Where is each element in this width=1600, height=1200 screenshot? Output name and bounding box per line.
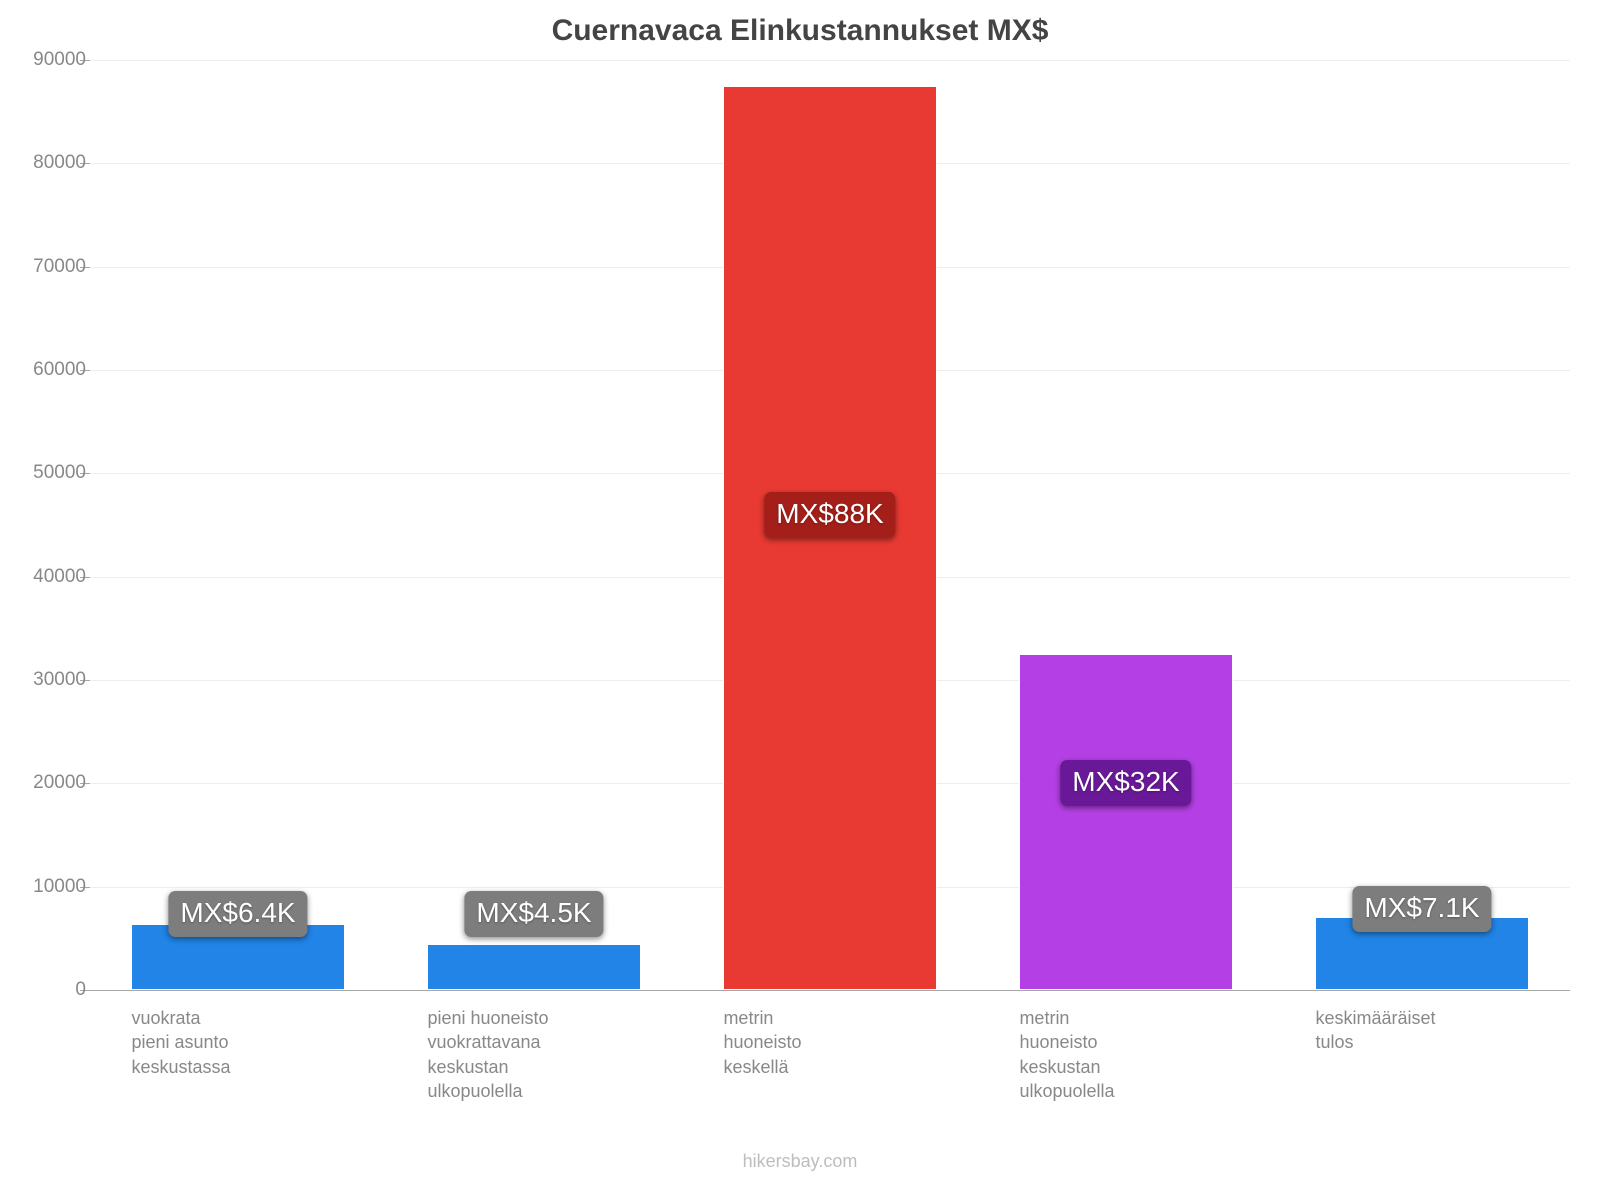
y-tick-label: 70000 <box>33 256 86 278</box>
bar-data-label: MX$4.5K <box>464 891 603 937</box>
y-tick-label: 20000 <box>33 772 86 794</box>
x-category-label: keskimääräisettulos <box>1315 1006 1435 1055</box>
y-tick-label: 0 <box>75 979 86 1001</box>
bar <box>723 86 936 990</box>
attribution-text: hikersbay.com <box>0 1151 1600 1172</box>
grid-line <box>90 60 1570 61</box>
y-tick-label: 90000 <box>33 49 86 71</box>
y-tick-label: 30000 <box>33 669 86 691</box>
y-tick-label: 50000 <box>33 462 86 484</box>
y-tick-label: 80000 <box>33 152 86 174</box>
y-tick-label: 40000 <box>33 566 86 588</box>
bar <box>427 944 640 991</box>
x-category-label: vuokratapieni asuntokeskustassa <box>131 1006 230 1079</box>
bar-data-label: MX$7.1K <box>1352 886 1491 932</box>
chart-container: Cuernavaca Elinkustannukset MX$ 01000020… <box>0 0 1600 1200</box>
chart-title: Cuernavaca Elinkustannukset MX$ <box>0 14 1600 48</box>
bar-data-label: MX$88K <box>764 492 895 538</box>
x-category-label: metrinhuoneistokeskellä <box>723 1006 801 1079</box>
bar <box>1019 654 1232 990</box>
x-category-label: metrinhuoneistokeskustanulkopuolella <box>1019 1006 1114 1103</box>
bar-data-label: MX$32K <box>1060 760 1191 806</box>
x-category-label: pieni huoneistovuokrattavanakeskustanulk… <box>427 1006 548 1103</box>
bar-data-label: MX$6.4K <box>168 891 307 937</box>
y-tick-label: 60000 <box>33 359 86 381</box>
plot-area: 0100002000030000400005000060000700008000… <box>90 60 1570 991</box>
y-tick-label: 10000 <box>33 876 86 898</box>
